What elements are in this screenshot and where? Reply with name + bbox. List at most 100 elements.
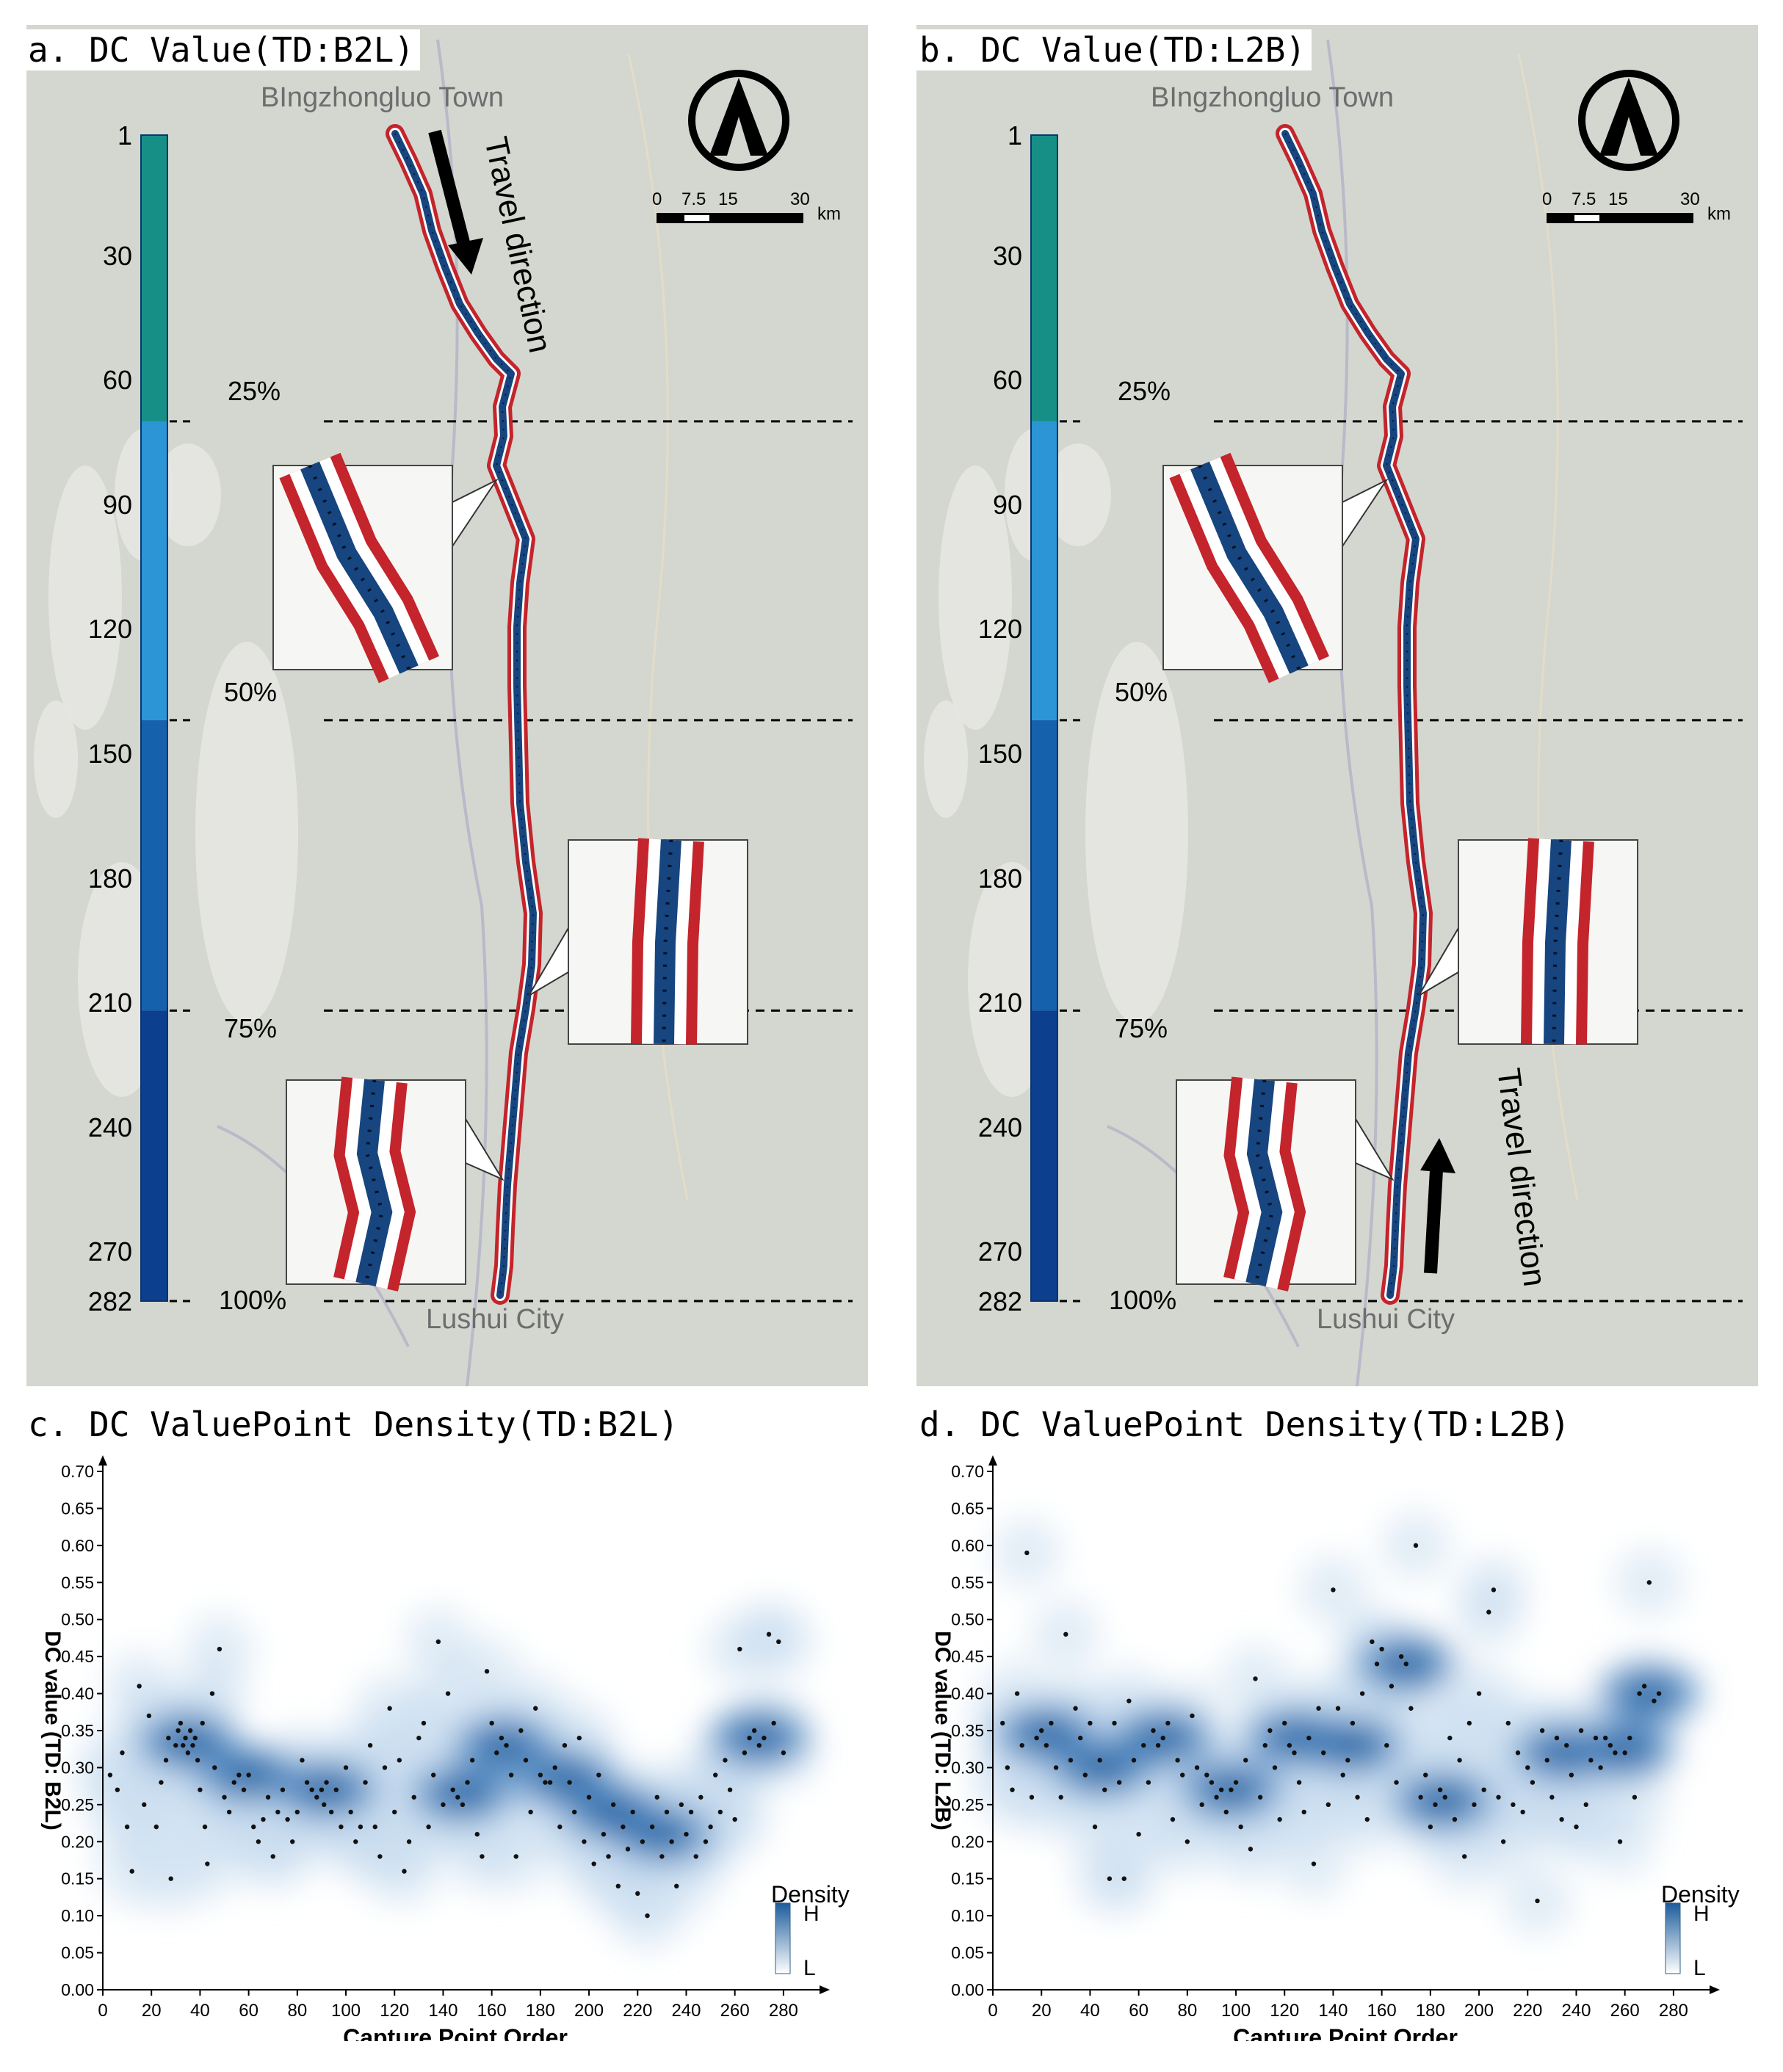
scale-label-0-b: 0 bbox=[1542, 189, 1552, 209]
colorbar-tick-label: 180 bbox=[87, 863, 132, 894]
data-point bbox=[582, 1839, 587, 1844]
data-point bbox=[441, 1802, 446, 1808]
data-point bbox=[124, 1824, 130, 1830]
data-point bbox=[596, 1772, 601, 1778]
x-tick-label: 100 bbox=[1221, 2001, 1251, 2021]
data-point bbox=[776, 1639, 781, 1645]
data-point bbox=[1476, 1691, 1482, 1696]
data-point bbox=[1457, 1758, 1462, 1763]
data-point bbox=[1160, 1735, 1165, 1741]
data-point bbox=[1287, 1742, 1292, 1748]
map-clearing-2 bbox=[195, 642, 298, 1024]
data-point bbox=[1019, 1742, 1024, 1748]
data-point bbox=[751, 1728, 757, 1734]
inset-route-blue-1 bbox=[1544, 839, 1572, 1045]
data-point bbox=[766, 1631, 772, 1637]
data-point bbox=[1141, 1742, 1146, 1748]
data-point bbox=[659, 1854, 665, 1859]
data-point bbox=[708, 1824, 713, 1830]
place-top-b: BIngzhongluo Town bbox=[1151, 82, 1394, 113]
colorbar-segment-2 bbox=[141, 720, 167, 1011]
density-legend-low-d: L bbox=[1693, 1956, 1706, 1980]
data-point bbox=[1214, 1794, 1219, 1800]
data-point bbox=[1340, 1772, 1345, 1778]
density-core bbox=[298, 1773, 355, 1806]
data-point bbox=[1092, 1824, 1098, 1830]
colorbar-tick-label: 150 bbox=[87, 739, 132, 769]
inset-route-blue-0 bbox=[300, 461, 419, 674]
data-point bbox=[339, 1824, 344, 1830]
density-field bbox=[76, 1600, 817, 1950]
x-axis-label: Capture Point Order bbox=[1233, 2024, 1458, 2041]
data-point bbox=[1652, 1698, 1657, 1703]
colorbar-tick-label: 240 bbox=[87, 1112, 132, 1142]
data-point bbox=[684, 1832, 689, 1837]
data-point bbox=[1073, 1706, 1078, 1711]
density-legend-low-c: L bbox=[803, 1956, 816, 1980]
data-point bbox=[1121, 1876, 1126, 1881]
data-point bbox=[1112, 1720, 1117, 1726]
y-tick-label: 0.00 bbox=[61, 1980, 94, 1999]
data-point bbox=[630, 1809, 635, 1815]
data-point bbox=[382, 1765, 388, 1770]
data-point bbox=[324, 1780, 329, 1785]
data-point bbox=[688, 1809, 694, 1815]
y-axis-arrow bbox=[988, 1455, 997, 1466]
y-tick-label: 0.50 bbox=[61, 1610, 94, 1629]
route-blue-core bbox=[1281, 130, 1427, 1299]
colorbar-tick-label: 270 bbox=[977, 1236, 1022, 1267]
data-point bbox=[781, 1750, 786, 1756]
data-point bbox=[183, 1735, 188, 1741]
data-point bbox=[261, 1816, 266, 1822]
density-core bbox=[476, 1729, 532, 1762]
data-point bbox=[181, 1742, 186, 1748]
density-legend-high-d: H bbox=[1693, 1902, 1710, 1926]
data-point bbox=[1126, 1698, 1132, 1703]
x-tick-label: 80 bbox=[287, 2001, 307, 2021]
inset-route-blue-2 bbox=[1245, 1079, 1283, 1287]
data-point bbox=[1423, 1772, 1428, 1778]
data-point bbox=[1267, 1728, 1273, 1734]
density-legend-bar bbox=[1665, 1902, 1681, 1974]
x-tick-label: 120 bbox=[380, 2001, 409, 2021]
data-point bbox=[1238, 1824, 1243, 1830]
north-arrow-ring bbox=[1578, 70, 1679, 171]
data-point bbox=[1116, 1780, 1122, 1785]
data-point bbox=[402, 1869, 407, 1874]
data-point bbox=[499, 1735, 504, 1741]
data-point bbox=[1170, 1816, 1176, 1822]
data-point bbox=[372, 1824, 377, 1830]
data-point bbox=[1413, 1543, 1419, 1548]
data-point bbox=[552, 1765, 557, 1770]
y-tick-label: 0.70 bbox=[951, 1462, 984, 1481]
data-point bbox=[445, 1691, 451, 1696]
data-point bbox=[1384, 1742, 1389, 1748]
data-point bbox=[1593, 1735, 1599, 1741]
density-core bbox=[1074, 1751, 1130, 1784]
panel-a-title: a. DC Value(TD:B2L) bbox=[22, 29, 421, 70]
data-point bbox=[1146, 1780, 1151, 1785]
colorbar-tick-label: 30 bbox=[992, 240, 1022, 271]
data-point bbox=[1136, 1832, 1141, 1837]
data-point bbox=[1539, 1728, 1545, 1734]
data-point bbox=[474, 1832, 480, 1837]
data-point bbox=[1311, 1861, 1317, 1866]
x-tick-label: 280 bbox=[769, 2001, 798, 2021]
y-tick-label: 0.60 bbox=[951, 1536, 984, 1555]
data-point bbox=[294, 1809, 300, 1815]
x-tick-label: 280 bbox=[1659, 2001, 1688, 2021]
data-point bbox=[1131, 1758, 1137, 1763]
scale-label-15-b: 15 bbox=[1608, 189, 1628, 209]
data-point bbox=[1068, 1758, 1074, 1763]
data-point bbox=[1000, 1720, 1005, 1726]
data-point bbox=[1165, 1720, 1171, 1726]
data-point bbox=[518, 1728, 524, 1734]
colorbar-tick-label: 120 bbox=[87, 614, 132, 645]
data-point bbox=[621, 1824, 626, 1830]
data-point bbox=[703, 1839, 709, 1844]
data-point bbox=[1359, 1691, 1365, 1696]
map-clearing-0 bbox=[938, 466, 1012, 730]
data-point bbox=[115, 1787, 120, 1792]
colorbar-tick-label: 282 bbox=[87, 1286, 132, 1316]
data-point bbox=[504, 1742, 509, 1748]
